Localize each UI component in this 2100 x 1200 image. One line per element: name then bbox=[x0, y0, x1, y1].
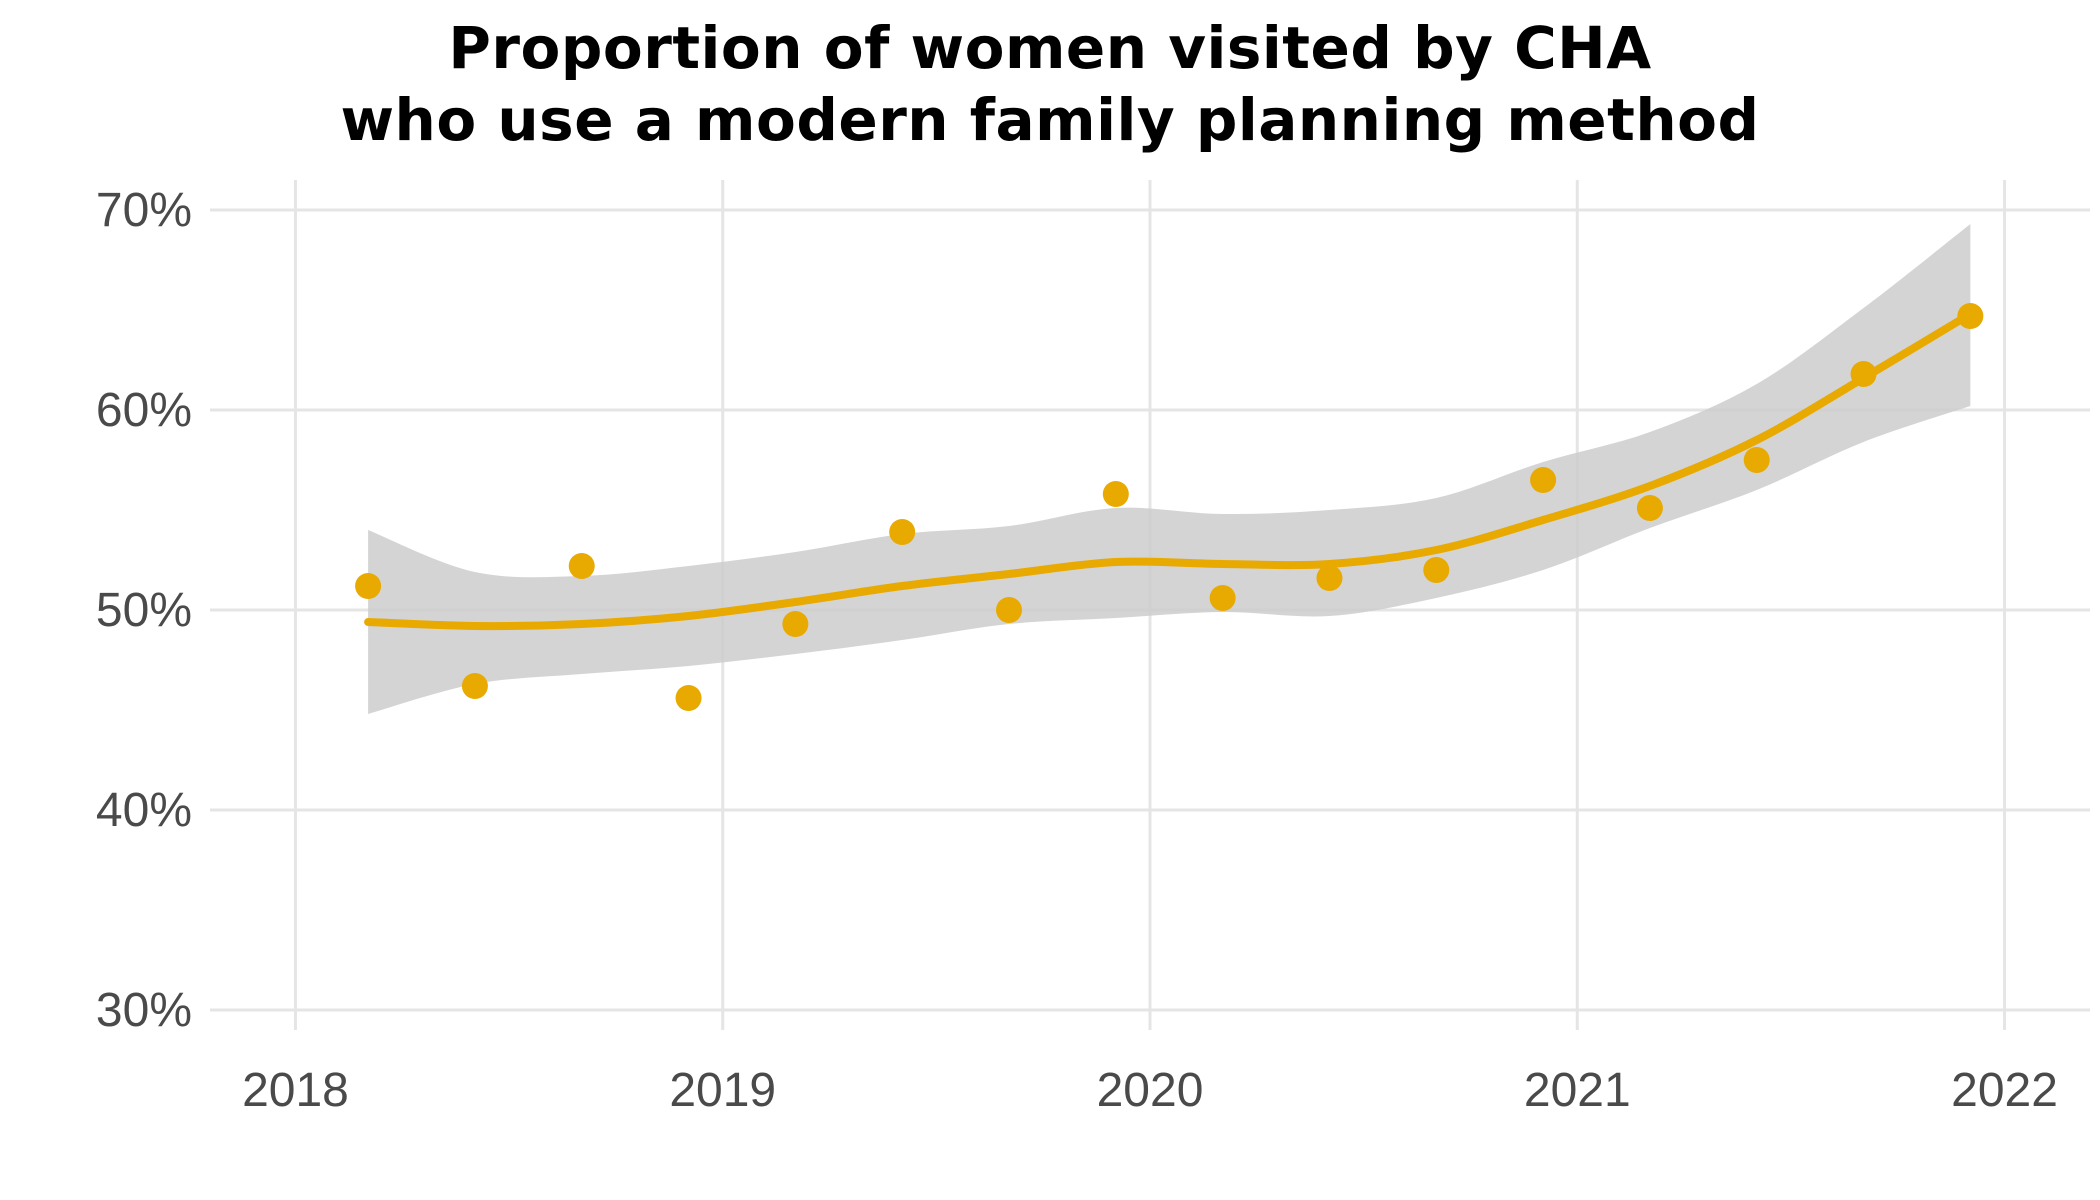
x-tick-label: 2019 bbox=[669, 1064, 776, 1117]
confidence-band bbox=[368, 224, 1971, 714]
data-point bbox=[782, 611, 809, 637]
data-point bbox=[1423, 557, 1450, 583]
data-point bbox=[1316, 565, 1343, 591]
data-point bbox=[355, 573, 382, 599]
x-tick-label: 2020 bbox=[1097, 1064, 1204, 1117]
confidence-band-layer bbox=[368, 224, 1971, 714]
data-point-layer bbox=[355, 303, 1984, 711]
data-point bbox=[675, 685, 702, 711]
x-tick-label: 2022 bbox=[1951, 1064, 2058, 1117]
smooth-trend-line bbox=[364, 310, 1975, 631]
chart-title-line-2: who use a modern family planning method bbox=[340, 86, 1760, 154]
y-tick-label: 60% bbox=[96, 384, 192, 437]
data-point bbox=[1209, 585, 1236, 611]
x-tick-label: 2018 bbox=[242, 1064, 349, 1117]
data-point bbox=[461, 673, 488, 699]
data-point bbox=[889, 519, 916, 545]
smooth-line-layer bbox=[364, 310, 1975, 631]
chart-title-line-1: Proportion of women visited by CHA bbox=[448, 14, 1652, 82]
x-tick-label: 2021 bbox=[1524, 1064, 1631, 1117]
data-point bbox=[996, 597, 1022, 623]
y-tick-label: 70% bbox=[96, 184, 192, 237]
data-point bbox=[1743, 447, 1770, 473]
data-point bbox=[1102, 481, 1129, 507]
data-point bbox=[1636, 495, 1663, 521]
data-point bbox=[1530, 467, 1557, 493]
y-tick-label: 40% bbox=[96, 784, 192, 837]
data-point bbox=[568, 553, 595, 579]
y-tick-label: 50% bbox=[96, 584, 192, 637]
y-tick-label: 30% bbox=[96, 984, 192, 1037]
axis-label-layer: 30% 40% 50% 60% 70% 2018 2019 2020 2021 2022 bbox=[96, 184, 2058, 1117]
